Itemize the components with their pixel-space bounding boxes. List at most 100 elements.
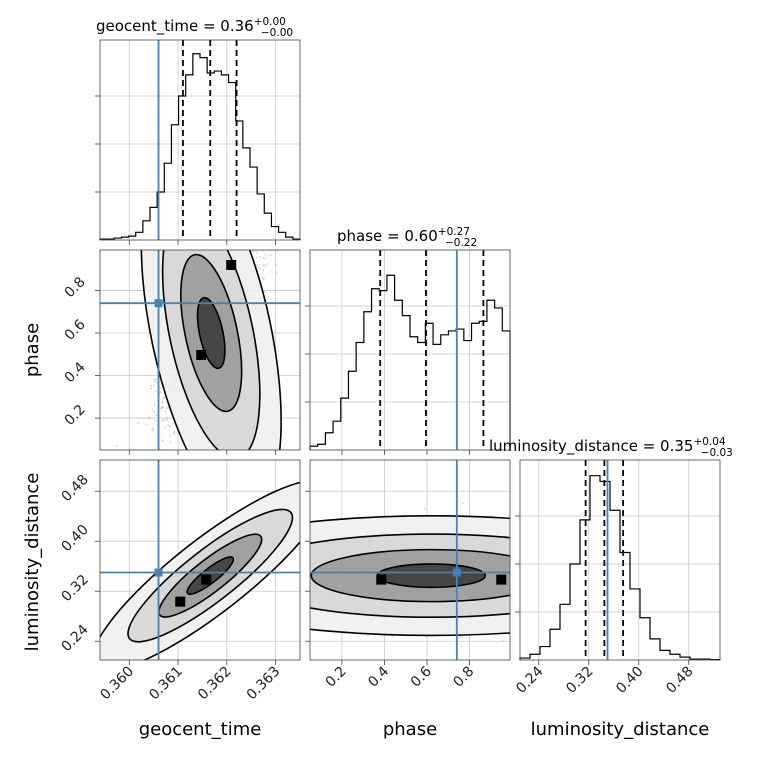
scatter-point: [267, 254, 270, 257]
scatter-point: [459, 636, 461, 638]
scatter-point: [275, 272, 278, 275]
scatter-point: [264, 265, 266, 268]
scatter-point: [155, 414, 158, 417]
scatter-point: [262, 257, 265, 259]
density-peak-cell: [226, 259, 237, 270]
scatter-point: [172, 431, 175, 434]
panel-frame: [309, 249, 511, 451]
scatter-point: [159, 391, 162, 394]
scatter-point: [161, 400, 164, 403]
panel-content: [100, 250, 300, 450]
scatter-point: [460, 645, 463, 648]
scatter-point: [462, 502, 465, 505]
scatter-point: [262, 250, 264, 252]
injection-marker: [154, 299, 163, 308]
scatter-point: [262, 269, 265, 272]
scatter-point: [162, 396, 165, 399]
scatter-point: [259, 255, 262, 258]
scatter-point: [167, 424, 170, 427]
scatter-point: [490, 514, 493, 517]
scatter-point: [155, 381, 158, 384]
scatter-point: [424, 507, 426, 510]
scatter-point: [162, 406, 165, 408]
scatter-point: [261, 276, 264, 279]
scatter-point: [173, 433, 176, 436]
scatter-point: [161, 418, 164, 421]
scatter-point: [164, 419, 167, 421]
scatter-point: [252, 250, 255, 252]
scatter-point: [262, 264, 265, 267]
scatter-point: [161, 420, 164, 423]
panel-content: [310, 460, 510, 660]
scatter-point: [367, 635, 369, 637]
scatter-point: [166, 407, 168, 410]
scatter-point: [263, 291, 266, 293]
panel-luminosity-distance-histogram: 0.24 0.32 0.40 0.48: [513, 459, 721, 697]
scatter-point: [153, 410, 155, 413]
panel-luminosity-distance-vs-phase: 0.2 0.4 0.6 0.8: [305, 459, 511, 691]
scatter-point: [161, 401, 164, 404]
scatter-point: [154, 379, 156, 382]
scatter-point: [164, 410, 167, 413]
scatter-point: [155, 378, 157, 381]
scatter-point: [155, 420, 158, 422]
scatter-point: [172, 423, 175, 425]
scatter-point: [169, 425, 172, 427]
scatter-point: [154, 390, 157, 393]
scatter-point: [264, 257, 267, 260]
scatter-point: [391, 635, 394, 638]
panel-frame: [99, 249, 301, 451]
scatter-point: [262, 263, 265, 266]
scatter-point: [163, 426, 166, 429]
panel-frame: [99, 39, 301, 241]
scatter-point: [147, 417, 150, 419]
scatter-point: [275, 263, 278, 266]
scatter-point: [255, 265, 258, 267]
scatter-point: [168, 434, 171, 437]
scatter-point: [173, 430, 176, 433]
scatter-point: [166, 418, 169, 421]
density-peak-cell: [196, 349, 207, 360]
histogram-step: [99, 53, 301, 240]
panel-frame: [99, 459, 301, 661]
scatter-point: [264, 253, 266, 256]
scatter-point: [160, 407, 162, 410]
scatter-point: [270, 254, 273, 256]
panel-frame: [519, 459, 721, 661]
scatter-point: [266, 263, 269, 266]
scatter-point: [255, 256, 258, 259]
scatter-point: [160, 387, 162, 389]
scatter-point: [153, 404, 156, 406]
scatter-point: [152, 429, 155, 432]
scatter-point: [151, 429, 154, 431]
scatter-point: [162, 397, 165, 400]
scatter-point: [161, 439, 164, 442]
scatter-point: [148, 417, 151, 420]
density-peak-cell: [175, 596, 186, 607]
scatter-point: [162, 398, 164, 401]
scatter-point: [145, 423, 148, 426]
scatter-point: [169, 441, 172, 444]
scatter-point: [256, 252, 259, 255]
scatter-point: [255, 250, 258, 253]
scatter-point: [501, 639, 504, 642]
scatter-point: [259, 267, 262, 270]
panel-phase-vs-geocent-time: 0.20.40.60.8: [62, 249, 301, 455]
injection-marker: [154, 568, 163, 577]
panel-content: [100, 460, 300, 660]
scatter-point: [137, 422, 139, 425]
scatter-point: [151, 408, 154, 411]
scatter-point: [161, 407, 163, 410]
panel-phase-histogram: [305, 249, 511, 455]
scatter-point: [426, 635, 428, 638]
scatter-point: [150, 384, 152, 387]
histogram-step: [309, 274, 511, 450]
scatter-point: [115, 444, 118, 447]
scatter-point: [152, 384, 155, 387]
scatter-point: [152, 427, 155, 429]
scatter-point: [166, 416, 169, 419]
scatter-point: [161, 405, 164, 408]
scatter-point: [262, 278, 265, 280]
